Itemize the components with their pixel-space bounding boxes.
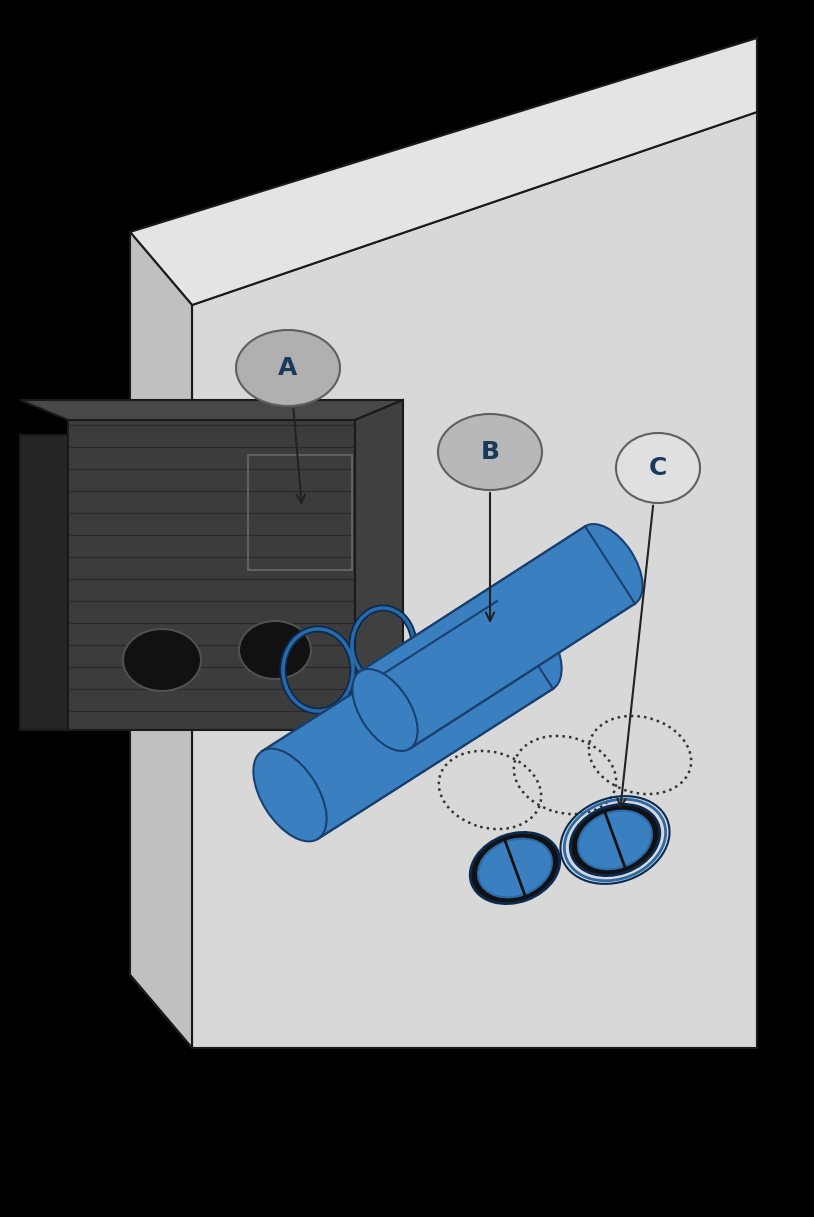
Polygon shape	[130, 232, 192, 1048]
Ellipse shape	[578, 811, 652, 869]
Polygon shape	[192, 112, 757, 1048]
Text: B: B	[480, 441, 500, 464]
Ellipse shape	[438, 414, 542, 490]
Ellipse shape	[571, 804, 660, 875]
Ellipse shape	[123, 629, 201, 691]
Polygon shape	[355, 400, 403, 730]
Ellipse shape	[352, 669, 418, 751]
Ellipse shape	[470, 832, 560, 903]
Ellipse shape	[488, 599, 562, 691]
Ellipse shape	[577, 525, 642, 606]
Polygon shape	[360, 526, 635, 748]
Polygon shape	[20, 400, 403, 420]
Polygon shape	[262, 601, 553, 839]
Ellipse shape	[616, 433, 700, 503]
Polygon shape	[130, 38, 757, 305]
Ellipse shape	[236, 330, 340, 406]
Text: C: C	[649, 456, 667, 479]
Polygon shape	[20, 434, 68, 730]
Ellipse shape	[253, 748, 326, 841]
Ellipse shape	[239, 621, 311, 679]
Ellipse shape	[478, 839, 552, 897]
Polygon shape	[68, 420, 355, 730]
Text: A: A	[278, 357, 298, 380]
